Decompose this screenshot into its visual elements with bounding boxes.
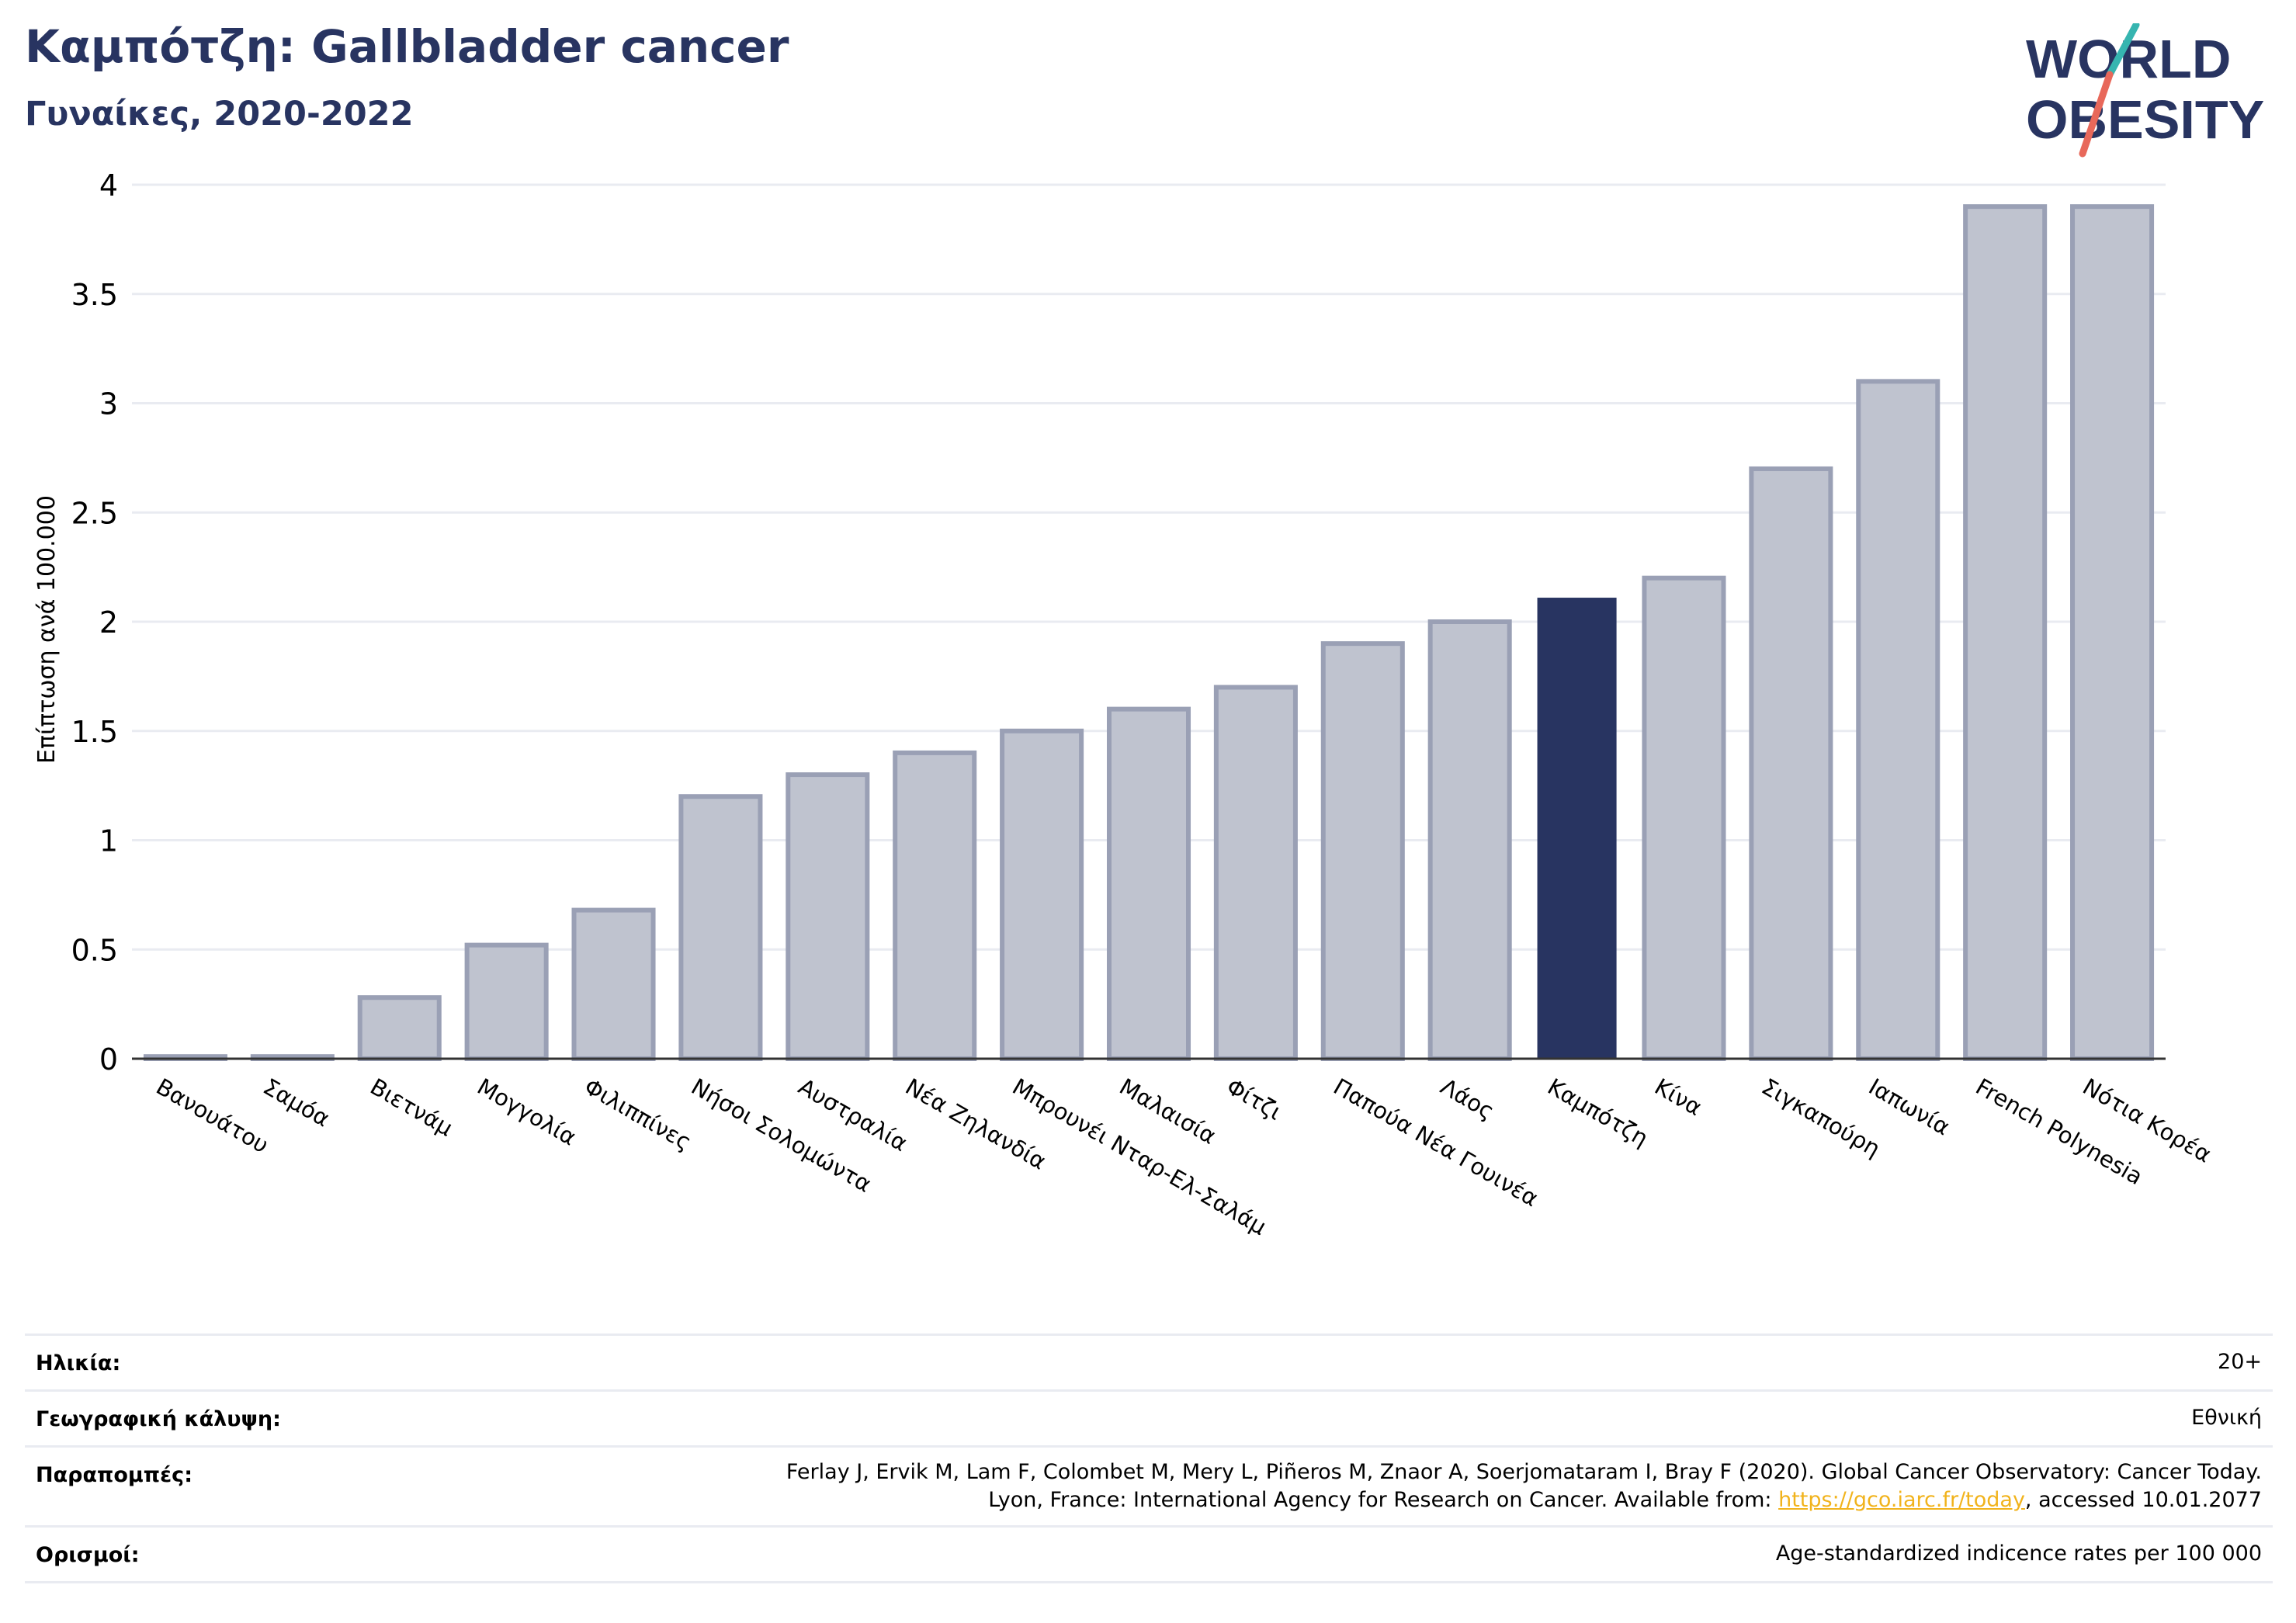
bar xyxy=(1000,728,1084,1061)
meta-defs-value: Age-standardized indicence rates per 100… xyxy=(1775,1542,2262,1566)
bar xyxy=(678,794,763,1061)
meta-row-definitions: Ορισμοί: Age-standardized indicence rate… xyxy=(25,1525,2273,1583)
meta-defs-label: Ορισμοί: xyxy=(36,1543,140,1567)
meta-refs-value: Ferlay J, Ervik M, Lam F, Colombet M, Me… xyxy=(786,1458,2262,1514)
world-obesity-logo: WORLD OBESITY xyxy=(2026,23,2264,158)
logo-slash-teal xyxy=(2106,23,2140,78)
x-tick-label: Φίτζι xyxy=(1222,1073,1286,1125)
y-tick-label: 3 xyxy=(99,387,118,421)
meta-coverage-value: Εθνική xyxy=(2191,1406,2262,1430)
logo-text-obesity: OBESITY xyxy=(2026,89,2264,150)
chart-subtitle: Γυναίκες, 2020-2022 xyxy=(25,95,414,134)
bar xyxy=(1427,619,1512,1061)
x-tick-label: Φιλιππίνες xyxy=(580,1073,696,1156)
y-tick-label: 4 xyxy=(99,168,118,203)
bar xyxy=(1106,706,1191,1061)
x-tick-label: Βιετνάμ xyxy=(366,1073,457,1142)
bar xyxy=(1856,379,1941,1062)
y-axis-label: Επίπτωση ανά 100.000 xyxy=(33,495,61,764)
x-tick-label: Ιαπωνία xyxy=(1864,1073,1954,1141)
y-tick-label: 0.5 xyxy=(71,933,118,967)
bar xyxy=(357,995,442,1062)
meta-coverage-label: Γεωγραφική κάλυψη: xyxy=(36,1407,281,1431)
meta-refs-line2-pre: Lyon, France: International Agency for R… xyxy=(988,1488,1779,1512)
bars xyxy=(143,204,2155,1062)
logo-slash-coral xyxy=(2079,71,2114,158)
x-tick-label: Σαμόα xyxy=(258,1073,334,1132)
y-tick-label: 1.5 xyxy=(71,715,118,749)
gco-link[interactable]: https://gco.iarc.fr/today xyxy=(1778,1488,2025,1512)
x-tick-label: Νήσοι Σολομώντα xyxy=(687,1073,876,1198)
y-tick-label: 3.5 xyxy=(71,278,118,312)
meta-age-label: Ηλικία: xyxy=(36,1351,121,1375)
meta-row-age: Ηλικία: 20+ xyxy=(25,1333,2273,1389)
bar xyxy=(893,750,977,1062)
meta-row-references: Παραπομπές: Ferlay J, Ervik M, Lam F, Co… xyxy=(25,1445,2273,1525)
bar xyxy=(1642,575,1726,1061)
x-tick-label: Βανουάτου xyxy=(151,1073,272,1159)
meta-refs-label: Παραπομπές: xyxy=(36,1463,192,1487)
bar xyxy=(1320,641,1405,1061)
y-tick-label: 2 xyxy=(99,605,118,640)
x-tick-label: Μογγολία xyxy=(473,1073,581,1151)
x-tick-label: Σιγκαπούρη xyxy=(1757,1073,1885,1163)
chart-title: Καμπότζη: Gallbladder cancer xyxy=(25,20,789,73)
x-tick-label: Παπούα Νέα Γουινέα xyxy=(1329,1073,1542,1212)
x-tick-label: Καμπότζη xyxy=(1543,1073,1653,1152)
bar xyxy=(464,942,549,1061)
bar xyxy=(1749,466,1833,1061)
meta-age-value: 20+ xyxy=(2218,1350,2262,1374)
meta-refs-line2: Lyon, France: International Agency for R… xyxy=(786,1486,2262,1514)
y-tick-label: 0 xyxy=(99,1042,118,1077)
y-tick-label: 2.5 xyxy=(71,496,118,530)
meta-refs-line1: Ferlay J, Ervik M, Lam F, Colombet M, Me… xyxy=(786,1460,2262,1484)
meta-row-coverage: Γεωγραφική κάλυψη: Εθνική xyxy=(25,1389,2273,1445)
bar xyxy=(1213,685,1298,1061)
y-tick-label: 1 xyxy=(99,824,118,858)
bar xyxy=(571,907,656,1061)
meta-refs-line2-post: , accessed 10.01.2077 xyxy=(2024,1488,2262,1512)
x-tick-label: Λάος xyxy=(1436,1073,1499,1125)
x-tick-label: Κίνα xyxy=(1650,1073,1707,1122)
bar xyxy=(2070,204,2155,1061)
metadata-table: Ηλικία: 20+ Γεωγραφική κάλυψη: Εθνική Πα… xyxy=(25,1333,2273,1583)
bar xyxy=(786,772,870,1061)
bar xyxy=(1963,204,2048,1061)
bar-highlight xyxy=(1537,598,1617,1059)
y-tick-labels: 0 0.5 1 1.5 2 2.5 3 3.5 4 xyxy=(71,168,118,1077)
